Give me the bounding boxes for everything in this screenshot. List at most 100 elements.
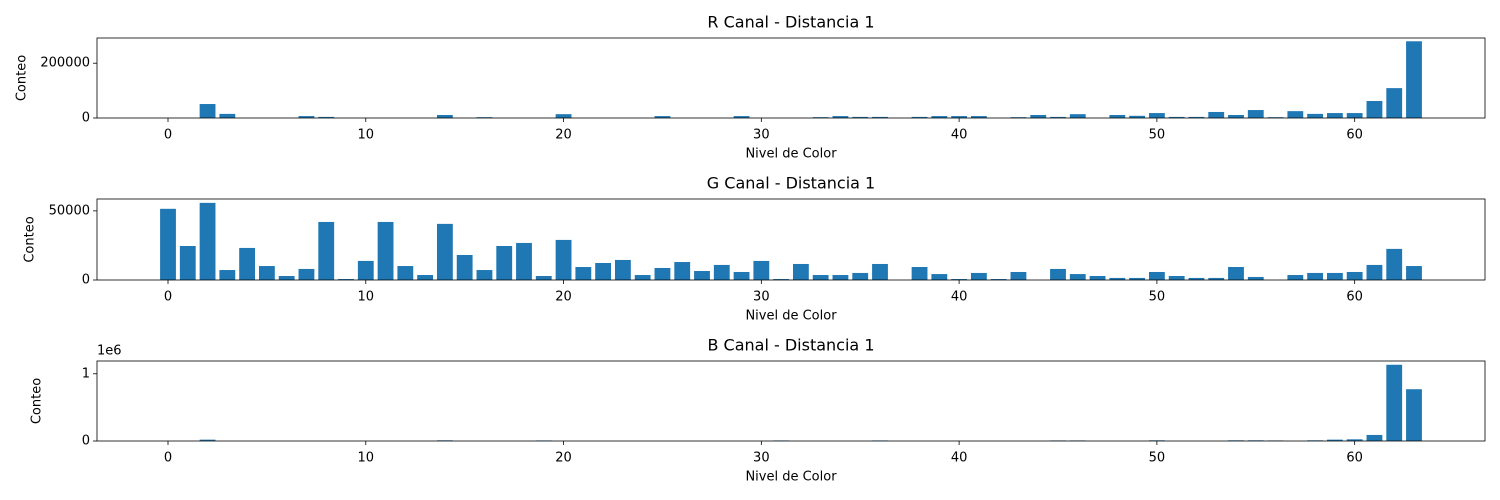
bar	[1406, 266, 1422, 280]
bar	[1346, 271, 1363, 280]
bar	[970, 272, 987, 280]
x-axis-label: Nivel de Color	[745, 147, 837, 162]
bar	[1228, 267, 1244, 280]
bar	[1188, 277, 1205, 280]
bar	[417, 275, 434, 280]
bar	[1386, 248, 1403, 280]
bar	[258, 266, 275, 280]
bar	[872, 263, 888, 280]
bar	[911, 116, 928, 118]
y-axis-label: Conteo	[30, 378, 45, 424]
bar	[951, 279, 968, 280]
bar	[812, 275, 829, 280]
x-axis-label: Nivel de Color	[745, 309, 837, 324]
bar	[298, 116, 315, 118]
x-tick-label: 50	[1149, 451, 1166, 466]
bar	[674, 262, 691, 280]
bar	[1188, 116, 1205, 118]
bar	[753, 260, 770, 280]
bar	[456, 254, 473, 280]
bar	[1129, 277, 1146, 280]
bar	[1010, 117, 1027, 118]
bar	[160, 208, 176, 280]
bar	[951, 116, 968, 118]
bar	[535, 275, 552, 280]
bar	[852, 272, 869, 280]
bar	[1030, 114, 1047, 118]
bar	[1386, 88, 1403, 118]
bar	[1168, 116, 1185, 118]
bar	[832, 116, 849, 118]
bar	[1109, 277, 1126, 280]
bar	[318, 221, 335, 280]
bar	[1287, 275, 1304, 280]
bar	[1148, 113, 1165, 118]
x-tick-label: 50	[1149, 290, 1166, 305]
x-tick-label: 10	[358, 451, 375, 466]
y-tick-label: 0	[82, 434, 90, 449]
bar	[931, 116, 948, 118]
bar	[773, 279, 790, 280]
x-tick-label: 20	[555, 128, 572, 143]
bar	[476, 117, 493, 118]
bar	[852, 116, 869, 118]
bar	[1010, 271, 1027, 280]
bar	[516, 242, 532, 280]
x-tick-label: 30	[753, 290, 770, 305]
bar	[1050, 268, 1066, 280]
bar	[733, 271, 750, 280]
y-tick-label: 0	[82, 111, 90, 126]
bar	[970, 116, 987, 118]
bar	[219, 270, 236, 280]
bar	[654, 267, 671, 280]
bar	[357, 260, 374, 280]
x-tick-label: 30	[753, 128, 770, 143]
x-tick-label: 60	[1346, 290, 1363, 305]
bar	[1386, 364, 1403, 441]
y-tick-label: 200000	[40, 56, 90, 71]
bar	[1208, 111, 1225, 118]
bar	[199, 104, 216, 118]
bar	[792, 263, 809, 280]
axes-frame	[96, 360, 1486, 442]
bar	[1346, 439, 1363, 441]
bar	[595, 262, 612, 280]
bar	[436, 114, 453, 118]
bar	[278, 275, 295, 280]
axes-frame	[96, 37, 1486, 119]
x-tick-label: 50	[1149, 128, 1166, 143]
bar	[179, 245, 196, 280]
bar	[1406, 389, 1422, 441]
bar	[397, 266, 414, 280]
bar	[1346, 113, 1363, 118]
bar	[1109, 114, 1126, 118]
x-tick-label: 40	[951, 128, 968, 143]
bar	[476, 270, 493, 280]
x-tick-label: 20	[555, 451, 572, 466]
bar	[575, 267, 592, 280]
bar	[634, 275, 651, 280]
bar	[1366, 264, 1383, 280]
y-axis-label: Conteo	[15, 55, 30, 101]
bar	[1287, 111, 1304, 118]
bar	[832, 275, 849, 280]
x-tick-label: 40	[951, 451, 968, 466]
x-tick-label: 30	[753, 451, 770, 466]
bar	[931, 274, 948, 280]
bar	[733, 116, 750, 118]
bar	[1366, 101, 1383, 118]
x-tick-label: 60	[1346, 451, 1363, 466]
bar	[496, 245, 513, 280]
y-axis-label: Conteo	[23, 216, 38, 262]
bar	[1307, 113, 1324, 118]
bar	[199, 439, 216, 441]
bar	[990, 279, 1007, 280]
bar	[1267, 117, 1284, 118]
bar	[1228, 114, 1244, 118]
chart-title: G Canal - Distancia 1	[707, 174, 875, 193]
bar	[1129, 115, 1146, 118]
x-tick-label: 10	[358, 128, 375, 143]
bar	[555, 239, 572, 280]
bar	[911, 267, 928, 280]
